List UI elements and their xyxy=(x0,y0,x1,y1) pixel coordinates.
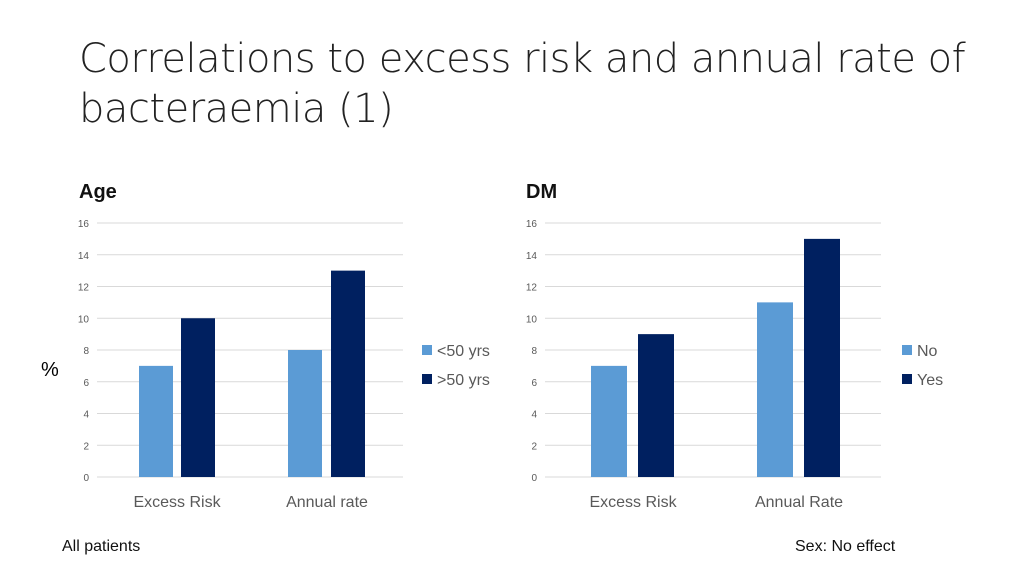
age-legend-label: <50 yrs xyxy=(437,343,490,360)
age-y-tick-label: 6 xyxy=(83,378,89,389)
dm-category-label: Excess Risk xyxy=(589,494,677,511)
age-bar-series2 xyxy=(181,318,215,477)
footer-all-patients: All patients xyxy=(62,538,141,555)
age-bar-series1 xyxy=(139,365,173,477)
dm-bar-series2 xyxy=(804,238,840,477)
dm-bar-series2 xyxy=(638,334,674,477)
footer-sex-note: Sex: No effect xyxy=(795,538,896,555)
age-legend-label: >50 yrs xyxy=(437,372,490,389)
age-category-label: Annual rate xyxy=(286,494,368,511)
age-chart-title: Age xyxy=(79,181,117,203)
age-legend-swatch xyxy=(422,374,432,384)
age-legend-swatch xyxy=(422,345,432,355)
dm-y-tick-label: 16 xyxy=(526,219,538,230)
age-bar-series1 xyxy=(288,350,322,477)
age-y-tick-label: 12 xyxy=(78,283,90,294)
dm-category-label: Annual Rate xyxy=(755,494,843,511)
dm-y-tick-label: 4 xyxy=(531,410,537,421)
age-y-tick-label: 2 xyxy=(83,441,89,452)
age-y-tick-label: 4 xyxy=(83,410,89,421)
dm-y-tick-label: 2 xyxy=(531,441,537,452)
dm-y-tick-label: 10 xyxy=(526,314,538,325)
y-axis-percent-label: % xyxy=(41,359,59,381)
dm-y-tick-label: 8 xyxy=(531,346,537,357)
dm-bar-series1 xyxy=(591,365,627,477)
dm-legend-swatch xyxy=(902,345,912,355)
age-y-tick-label: 8 xyxy=(83,346,89,357)
age-y-tick-label: 0 xyxy=(83,473,89,484)
dm-legend-label: Yes xyxy=(917,372,943,389)
dm-y-tick-label: 12 xyxy=(526,283,538,294)
dm-y-tick-label: 0 xyxy=(531,473,537,484)
dm-y-tick-label: 6 xyxy=(531,378,537,389)
dm-chart-title: DM xyxy=(526,181,558,203)
age-y-tick-label: 14 xyxy=(78,251,90,262)
age-y-tick-label: 16 xyxy=(78,219,90,230)
age-y-tick-label: 10 xyxy=(78,314,90,325)
dm-bar-series1 xyxy=(757,302,793,477)
dm-legend-swatch xyxy=(902,374,912,384)
page-title: Correlations to excess risk and annual r… xyxy=(79,36,966,132)
dm-legend-label: No xyxy=(917,343,938,360)
age-bar-series2 xyxy=(331,270,365,477)
dm-y-tick-label: 14 xyxy=(526,251,538,262)
age-category-label: Excess Risk xyxy=(133,494,221,511)
